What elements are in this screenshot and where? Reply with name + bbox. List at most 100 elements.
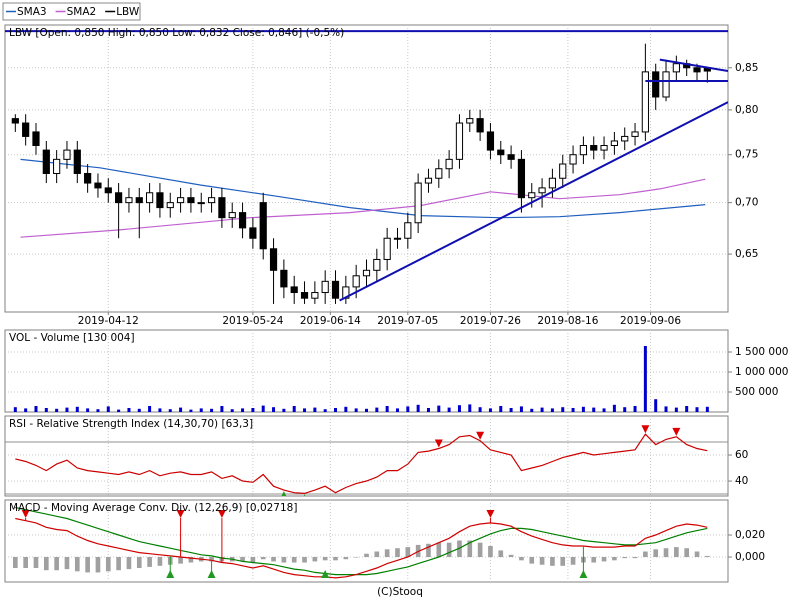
y-tick-label: 0,000 [735,551,765,563]
bar [65,407,69,412]
bar [684,548,690,558]
bar [74,557,80,572]
candle-body [311,292,319,299]
y-tick-label: 40 [735,475,748,487]
candle-body [693,67,701,73]
bar [127,408,131,412]
bar [240,557,245,562]
panel-frame [4,415,729,497]
candle-body [672,63,680,73]
bar [178,557,183,564]
candle-body [590,145,598,151]
bar [291,557,297,563]
y-tick-label: 0,70 [735,197,758,209]
candle-body [621,135,629,142]
legend-box [2,2,141,21]
trendline [339,101,728,302]
bar [24,408,28,412]
bar [457,405,461,412]
bar [612,404,616,412]
bar [633,406,637,412]
bar [374,551,380,558]
y-tick-label: 0,65 [735,248,758,260]
bar [643,551,648,558]
y-tick-label: 1 500 000 [735,346,788,358]
x-tick-label: 2019-07-26 [460,315,521,327]
buy-signal [303,494,306,496]
bar [601,557,607,562]
bar [282,408,286,412]
bar [540,407,544,412]
bar [519,406,523,412]
bar [477,542,483,558]
y-tick-label: 1 000 000 [735,366,788,378]
x-tick-label: 2019-07-05 [377,315,438,327]
bar [478,407,482,412]
bar [54,557,59,571]
candle-body [11,118,19,124]
panel-frame [4,329,729,413]
bar [560,557,566,566]
bar [210,408,214,412]
bar [498,550,504,558]
buy-signal [579,570,588,578]
candle-body [238,212,247,229]
bar [509,408,513,412]
bar [550,408,554,412]
bar [13,407,17,412]
bar [147,557,152,567]
bar [416,404,420,412]
y-tick-label: 0,020 [735,529,765,541]
bar [272,407,276,412]
bar [55,408,59,412]
bar [312,557,318,562]
bar [230,409,234,412]
bar [426,543,431,558]
candle-body [300,292,309,299]
candle-body [269,248,278,271]
bar [313,407,317,412]
bar [592,407,596,412]
bar [323,409,327,412]
bar [34,406,38,412]
bar [117,409,121,412]
sell-signal [672,427,681,436]
bar [653,549,659,558]
bar [447,407,451,412]
candle-body [115,192,123,204]
bar [343,557,349,560]
bar [395,548,400,558]
bar [530,408,534,412]
bar [334,408,338,412]
bar [271,557,276,562]
bar [168,409,172,412]
candle-body [466,118,474,124]
bar [519,557,524,561]
bar [95,557,101,573]
plot-area [5,500,728,582]
bar [64,557,70,570]
y-tick-label: 500 000 [735,386,778,398]
bar [353,557,359,558]
bar [529,557,535,564]
bar [220,406,224,412]
candle-body [486,131,495,151]
bar [705,406,709,412]
bar [654,399,658,412]
panel: 500 000 1 000 000 1 500 000 VOL - Volume [1… [4,329,788,413]
bar [86,408,90,412]
candle-body [259,202,267,250]
legend-label: LBW [116,6,140,18]
candle-body [393,237,402,240]
candle-body [455,122,464,160]
bar [694,551,700,558]
bar [437,405,441,412]
bar [85,557,90,573]
plot-area [5,330,728,412]
plot-area [5,25,728,312]
bar [591,557,597,563]
buy-signal [166,570,175,578]
bar [23,557,28,569]
candle-body [280,269,288,288]
